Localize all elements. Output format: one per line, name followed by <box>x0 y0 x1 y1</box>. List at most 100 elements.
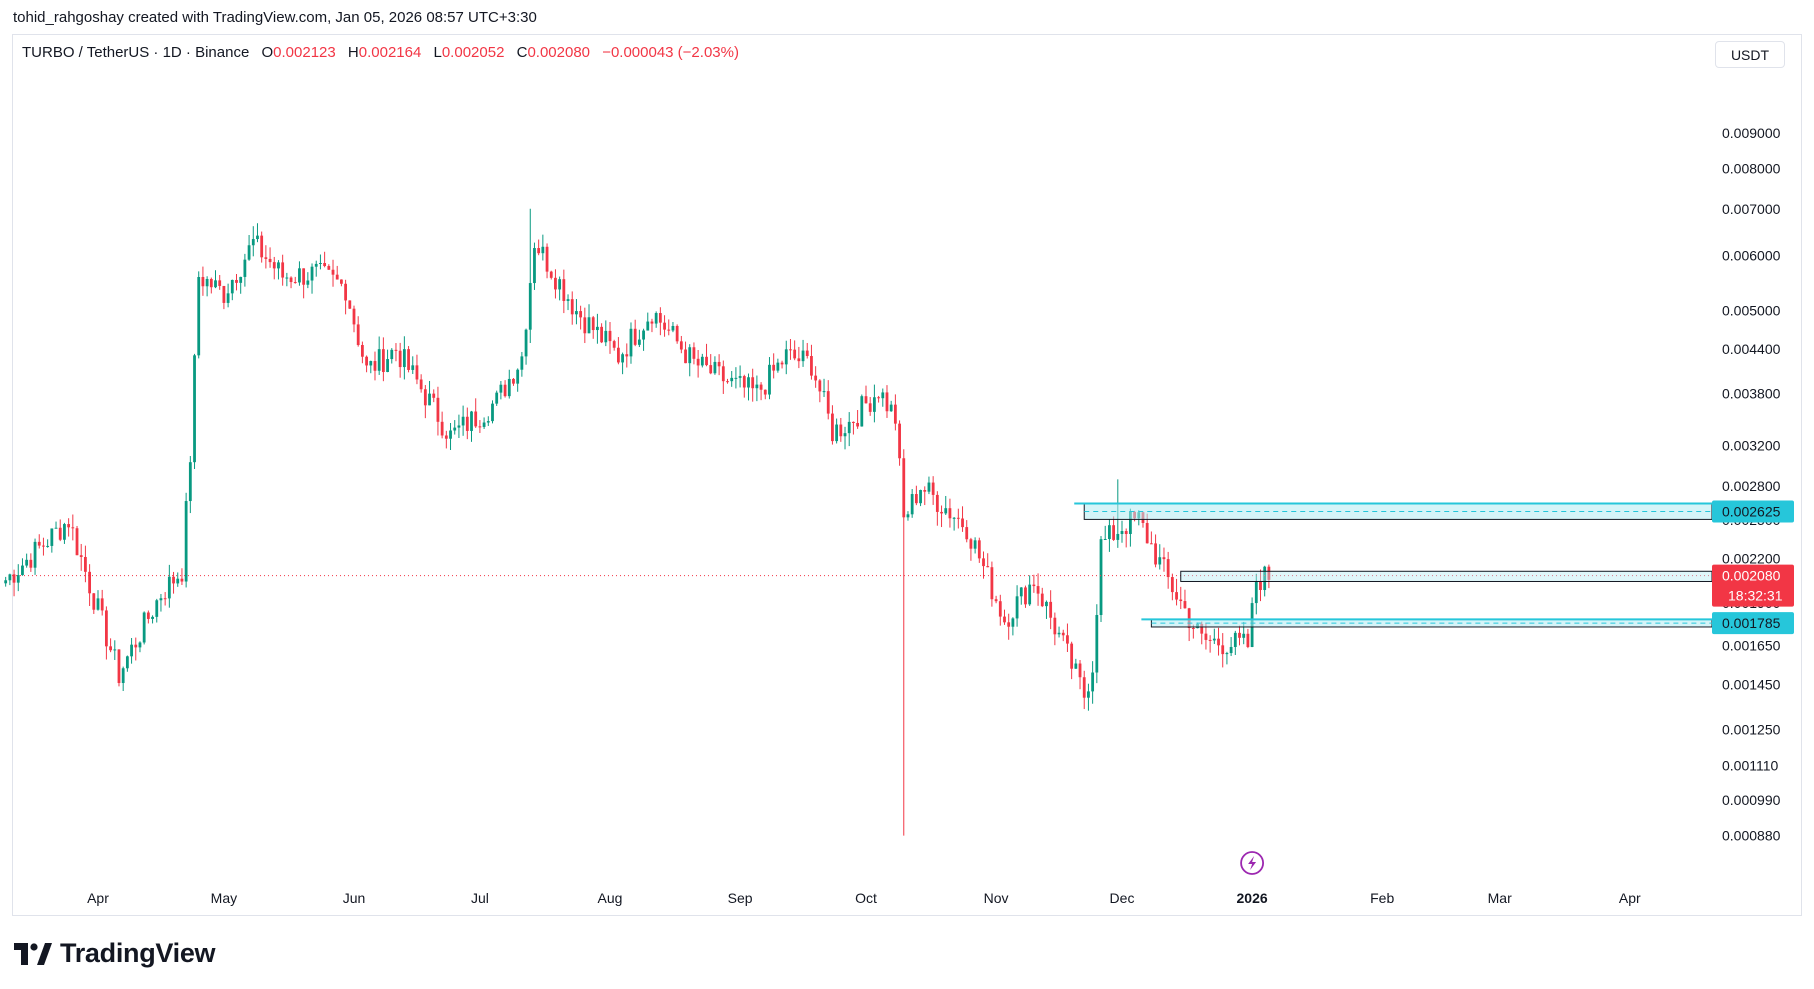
candle-body <box>457 425 461 428</box>
candle-body <box>184 501 188 582</box>
candle-body <box>373 361 377 371</box>
candle-body <box>923 490 927 492</box>
y-tick-label: 0.000990 <box>1722 792 1781 808</box>
zone-price-tag <box>1712 500 1794 523</box>
candle-body <box>629 328 633 357</box>
candle-body <box>977 540 981 559</box>
candle-body <box>747 377 750 388</box>
candle-body <box>1208 639 1212 641</box>
candle-body <box>226 293 230 303</box>
candle-body <box>1074 663 1078 669</box>
candle-body <box>889 404 893 412</box>
candle-body <box>411 365 415 370</box>
candle-body <box>692 347 696 359</box>
candle-body <box>1200 623 1204 634</box>
candle-body <box>793 349 797 359</box>
candle-body <box>1024 587 1027 605</box>
candle-body <box>428 393 431 406</box>
candle-body <box>579 311 583 318</box>
candle-body <box>931 482 935 495</box>
candle-body <box>696 358 700 366</box>
candle-body <box>92 593 96 610</box>
candle-body <box>914 494 918 504</box>
candle-body <box>1166 559 1170 578</box>
candle-body <box>495 392 499 404</box>
candle-body <box>902 458 906 518</box>
x-tick-label: 2026 <box>1237 890 1268 906</box>
candle-body <box>537 248 541 254</box>
candle-body <box>264 257 268 259</box>
candle-body <box>646 321 650 331</box>
candle-body <box>1179 599 1183 602</box>
candle-body <box>29 559 33 568</box>
y-tick-label: 0.000880 <box>1722 828 1781 844</box>
lightning-bolt-icon <box>1248 856 1257 870</box>
y-tick-label: 0.006000 <box>1722 247 1781 263</box>
candle-body <box>46 545 50 547</box>
candle-body <box>1103 539 1107 541</box>
brand-name: TradingView <box>60 938 216 968</box>
close-label: C <box>516 44 528 61</box>
candle-body <box>58 527 62 540</box>
candle-body <box>835 424 839 442</box>
candle-body <box>1183 601 1187 609</box>
candle-body <box>621 354 624 363</box>
candle-body <box>16 575 20 583</box>
candle-body <box>986 566 990 568</box>
candle-body <box>1045 601 1048 607</box>
candle-body <box>944 508 948 514</box>
candle-body <box>1162 557 1166 560</box>
candle-body <box>482 422 486 427</box>
candle-body <box>507 378 511 397</box>
candle-body <box>381 349 385 372</box>
candle-body <box>562 279 566 301</box>
candle-body <box>163 598 167 600</box>
candle-body <box>512 378 515 384</box>
candle-body <box>864 396 868 404</box>
candle-body <box>42 545 45 547</box>
candle-body <box>705 356 708 366</box>
candle-body <box>1019 587 1023 597</box>
x-tick-label: Apr <box>87 890 109 906</box>
candle-body <box>281 262 285 278</box>
y-tick-label: 0.002800 <box>1722 478 1781 494</box>
candle-body <box>1032 584 1036 587</box>
candle-body <box>575 311 578 315</box>
candle-body <box>1120 531 1124 534</box>
candle-body <box>470 411 473 431</box>
candle-body <box>520 356 524 370</box>
candle-body <box>1040 593 1044 607</box>
candle-body <box>1116 533 1120 540</box>
candle-body <box>272 262 276 269</box>
open-label: O <box>261 44 274 61</box>
candle-body <box>1187 608 1191 629</box>
candle-body <box>524 329 528 357</box>
candle-body <box>885 392 889 412</box>
symbol-title[interactable]: TURBO / TetherUS · 1D · Binance <box>22 44 250 61</box>
candle-body <box>205 278 209 287</box>
candle-body <box>415 365 419 380</box>
x-tick-label: Apr <box>1619 890 1641 906</box>
candle-body <box>167 576 171 599</box>
candle-body <box>348 300 352 309</box>
zone-price-label: 0.001785 <box>1722 615 1781 631</box>
candle-body <box>1204 633 1208 640</box>
candle-body <box>1263 566 1267 591</box>
candle-body <box>814 375 818 381</box>
low-label: L <box>433 44 442 61</box>
y-tick-label: 0.002200 <box>1722 551 1781 567</box>
candle-body <box>356 324 360 346</box>
candle-body <box>1158 557 1162 565</box>
currency-selector[interactable]: USDT <box>1715 41 1785 68</box>
candle-body <box>1049 601 1053 618</box>
y-tick-label: 0.001250 <box>1722 722 1781 738</box>
candle-body <box>650 321 654 324</box>
candle-body <box>713 361 717 374</box>
candle-body <box>335 274 339 280</box>
candle-body <box>33 541 37 568</box>
candle-body <box>176 578 180 584</box>
candle-body <box>1124 531 1128 535</box>
candle-body <box>973 540 977 549</box>
candle-body <box>818 380 822 392</box>
